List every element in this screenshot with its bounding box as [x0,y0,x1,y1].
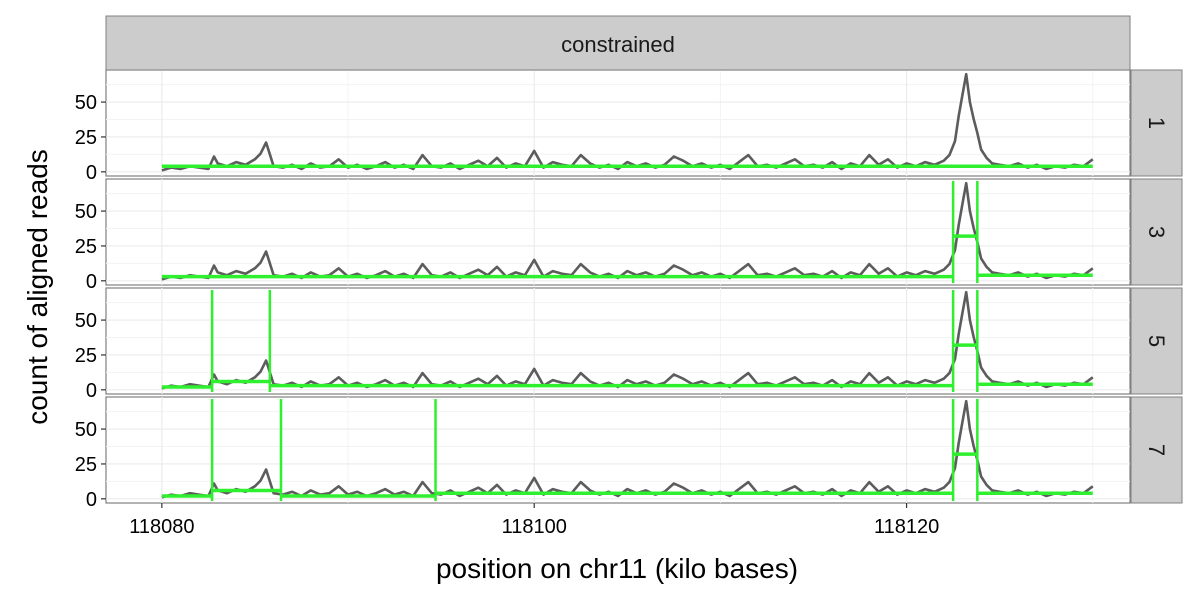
y-tick-label: 25 [75,127,97,149]
coverage-line-panel-3 [161,181,1094,281]
panel-backgrounds [105,69,1131,504]
x-axis-title: position on chr11 (kilo bases) [436,553,798,584]
strip-label: 5 [1144,335,1169,347]
x-tick-label: 118120 [874,516,939,538]
facet-strips: 1 3 5 7 [105,15,1183,504]
coverage-line-panel-1 [161,72,1094,172]
strip-label: 1 [1144,117,1169,129]
facet-title: constrained [561,32,675,57]
panel-1 [105,69,1131,177]
panel-7 [105,396,1131,504]
coverage-line-panel-7 [161,399,1094,499]
grid-lines [106,70,1130,503]
y-tick-label: 50 [75,310,97,332]
y-tick-label: 0 [86,489,97,511]
right-strip-3 [1130,178,1183,286]
panel-5 [105,287,1131,395]
right-strip-5 [1130,287,1183,395]
right-strip-7 [1130,396,1183,504]
y-tick-label: 25 [75,454,97,476]
y-tick-label: 50 [75,201,97,223]
coverage-line-panel-5 [161,290,1094,390]
x-tick-label: 118080 [129,516,194,538]
panel-3 [105,178,1131,286]
y-tick-label: 0 [86,380,97,402]
axes: 0 25 50 0 25 50 0 25 50 0 25 50 118080 118100 118120 [75,92,939,538]
strip-label: 7 [1144,444,1169,456]
data-series [161,72,1094,501]
y-axis-title: count of aligned reads [22,149,53,425]
top-strip [105,15,1131,71]
y-tick-label: 50 [75,419,97,441]
x-tick-label: 118100 [502,516,567,538]
y-tick-label: 25 [75,345,97,367]
y-tick-label: 25 [75,236,97,258]
y-tick-label: 0 [86,162,97,184]
y-tick-label: 50 [75,92,97,114]
y-tick-label: 0 [86,271,97,293]
strip-label: 3 [1144,226,1169,238]
right-strip-1 [1130,69,1183,177]
